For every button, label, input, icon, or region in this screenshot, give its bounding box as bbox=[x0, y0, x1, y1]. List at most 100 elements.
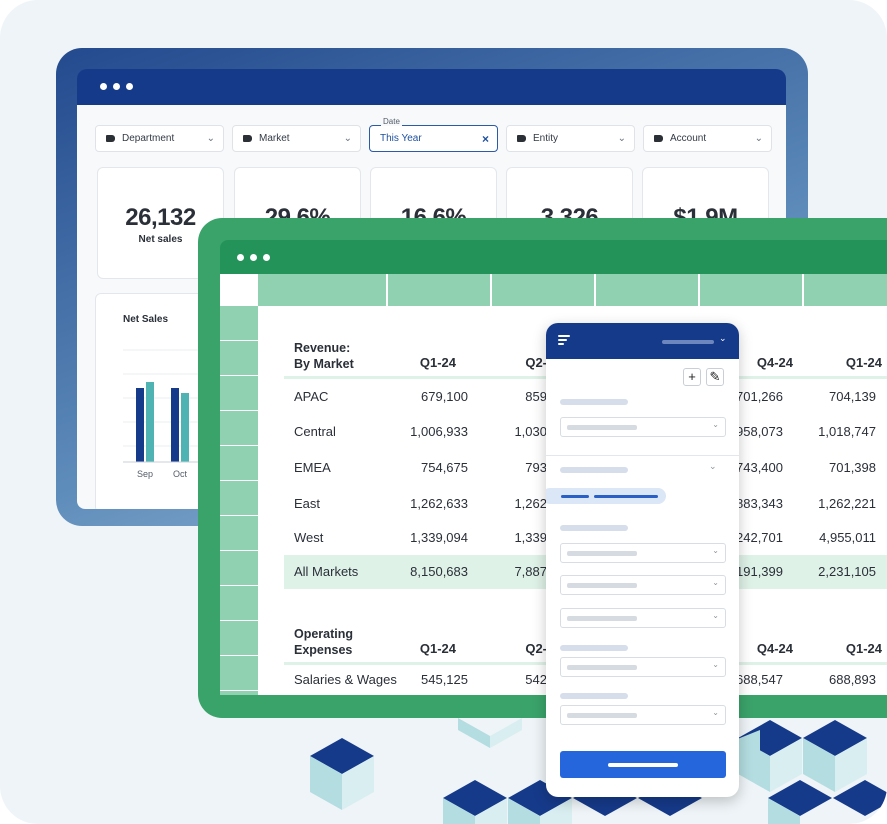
section-title-line: Revenue: bbox=[294, 341, 351, 355]
filter-label: Entity bbox=[533, 133, 559, 144]
menu-icon[interactable] bbox=[558, 335, 570, 347]
filter-date[interactable]: This Year × bbox=[369, 125, 498, 152]
date-filter-caption: Date bbox=[381, 117, 402, 126]
window-dot-icon bbox=[113, 83, 120, 90]
submit-button[interactable] bbox=[560, 751, 726, 778]
clear-icon[interactable]: × bbox=[481, 131, 489, 146]
cell-value: 1,030 bbox=[514, 424, 547, 439]
chart-title: Net Sales bbox=[123, 314, 169, 325]
row-header[interactable] bbox=[220, 411, 258, 446]
cell-value: 8,150,683 bbox=[410, 564, 468, 579]
column-header[interactable] bbox=[700, 274, 804, 306]
cell-value: 1,262,221 bbox=[818, 496, 876, 511]
chevron-down-icon: ⌄ bbox=[712, 708, 719, 717]
window-dots bbox=[237, 254, 270, 261]
net-sales-chart: Sep Oct bbox=[123, 349, 200, 479]
section-title: Operating Expenses bbox=[294, 626, 353, 658]
dropdown-field[interactable]: ⌄ bbox=[560, 657, 726, 677]
column-headers bbox=[258, 274, 887, 306]
row-header[interactable] bbox=[220, 481, 258, 516]
field-label-placeholder bbox=[560, 693, 628, 699]
cell-value: 542 bbox=[525, 672, 547, 687]
panel-header: ⌄ bbox=[546, 323, 739, 359]
table-row[interactable]: EMEA 754,675 793 743,400 701,398 bbox=[284, 451, 887, 485]
row-label: West bbox=[294, 530, 324, 545]
kpi-value: 26,132 bbox=[125, 204, 196, 231]
window-dot-icon bbox=[263, 254, 270, 261]
tag-icon bbox=[106, 135, 115, 142]
cell-value: 859 bbox=[525, 389, 547, 404]
chevron-down-icon[interactable]: ⌄ bbox=[719, 333, 727, 343]
chevron-down-icon[interactable]: ⌄ bbox=[709, 461, 717, 471]
table-row[interactable]: West 1,339,094 1,339 242,701 4,955,011 bbox=[284, 521, 887, 555]
bar bbox=[136, 388, 144, 462]
chevron-down-icon: ⌄ bbox=[712, 578, 719, 587]
cell-value: 1,018,747 bbox=[818, 424, 876, 439]
cell-value: 1,262,633 bbox=[410, 496, 468, 511]
cell-value: 883,343 bbox=[736, 496, 783, 511]
cell-value: 688,893 bbox=[829, 672, 876, 687]
mobile-form-panel: ⌄ + ✎ ⌄ ⌄ ⌄ ⌄ ⌄ ⌄ ⌄ bbox=[546, 323, 739, 797]
edit-button[interactable]: ✎ bbox=[706, 368, 724, 386]
column-header[interactable] bbox=[258, 274, 388, 306]
cell-value: 701,266 bbox=[736, 389, 783, 404]
table-row[interactable]: APAC 679,100 859 701,266 704,139 bbox=[284, 380, 887, 414]
cell-value: 191,399 bbox=[736, 564, 783, 579]
chevron-down-icon: ⌄ bbox=[343, 133, 352, 144]
column-header[interactable] bbox=[492, 274, 596, 306]
row-header[interactable] bbox=[220, 656, 258, 691]
table-row[interactable]: Central 1,006,933 1,030 958,073 1,018,74… bbox=[284, 415, 887, 449]
dropdown-field[interactable]: ⌄ bbox=[560, 417, 726, 437]
cell-value: 743,400 bbox=[736, 460, 783, 475]
section-title-line: Operating bbox=[294, 627, 354, 641]
chevron-down-icon: ⌄ bbox=[754, 133, 763, 144]
column-label: Q2- bbox=[525, 355, 547, 370]
tag-icon bbox=[654, 135, 663, 142]
add-button[interactable]: + bbox=[683, 368, 701, 386]
dropdown-field[interactable]: ⌄ bbox=[560, 543, 726, 563]
dropdown-field[interactable]: ⌄ bbox=[560, 575, 726, 595]
cell-value: 1,262 bbox=[514, 496, 547, 511]
bar bbox=[181, 393, 189, 462]
row-header[interactable] bbox=[220, 586, 258, 621]
row-header[interactable] bbox=[220, 341, 258, 376]
cell-value: 7,887 bbox=[514, 564, 547, 579]
column-label: Q4-24 bbox=[756, 355, 793, 370]
field-label-placeholder bbox=[560, 525, 628, 531]
cell-value: 1,006,933 bbox=[410, 424, 468, 439]
window-dot-icon bbox=[237, 254, 244, 261]
table-row[interactable]: East 1,262,633 1,262 883,343 1,262,221 bbox=[284, 487, 887, 521]
cell-value: 1,339 bbox=[514, 530, 547, 545]
row-header[interactable] bbox=[220, 306, 258, 341]
column-label: Q1-24 bbox=[845, 355, 882, 370]
row-header[interactable] bbox=[220, 516, 258, 551]
table-row[interactable]: Salaries & Wages 545,125 542 688,547 688… bbox=[284, 663, 887, 695]
x-tick-label: Sep bbox=[137, 469, 153, 479]
header-select-placeholder[interactable] bbox=[662, 340, 714, 344]
dropdown-field[interactable]: ⌄ bbox=[560, 705, 726, 725]
dashboard-titlebar bbox=[77, 69, 786, 105]
row-header[interactable] bbox=[220, 376, 258, 411]
filter-account[interactable]: Account ⌄ bbox=[643, 125, 772, 152]
sheet-corner[interactable] bbox=[220, 274, 258, 306]
filter-market[interactable]: Market ⌄ bbox=[232, 125, 361, 152]
chevron-down-icon: ⌄ bbox=[712, 611, 719, 620]
filter-entity[interactable]: Entity ⌄ bbox=[506, 125, 635, 152]
row-label: EMEA bbox=[294, 460, 331, 475]
filter-department[interactable]: Department ⌄ bbox=[95, 125, 224, 152]
dropdown-field[interactable]: ⌄ bbox=[560, 608, 726, 628]
row-header[interactable] bbox=[220, 446, 258, 481]
column-label: Q1-24 bbox=[419, 355, 456, 370]
cell-value: 242,701 bbox=[736, 530, 783, 545]
section-title-line: Expenses bbox=[294, 643, 353, 657]
row-header[interactable] bbox=[220, 551, 258, 586]
section-title: Revenue: By Market bbox=[294, 340, 354, 372]
column-header[interactable] bbox=[388, 274, 492, 306]
selected-chip[interactable] bbox=[546, 488, 666, 504]
column-header[interactable] bbox=[596, 274, 700, 306]
window-dot-icon bbox=[100, 83, 107, 90]
row-label: Central bbox=[294, 424, 336, 439]
bar bbox=[171, 388, 179, 462]
row-header[interactable] bbox=[220, 621, 258, 656]
row-header[interactable] bbox=[220, 691, 258, 695]
